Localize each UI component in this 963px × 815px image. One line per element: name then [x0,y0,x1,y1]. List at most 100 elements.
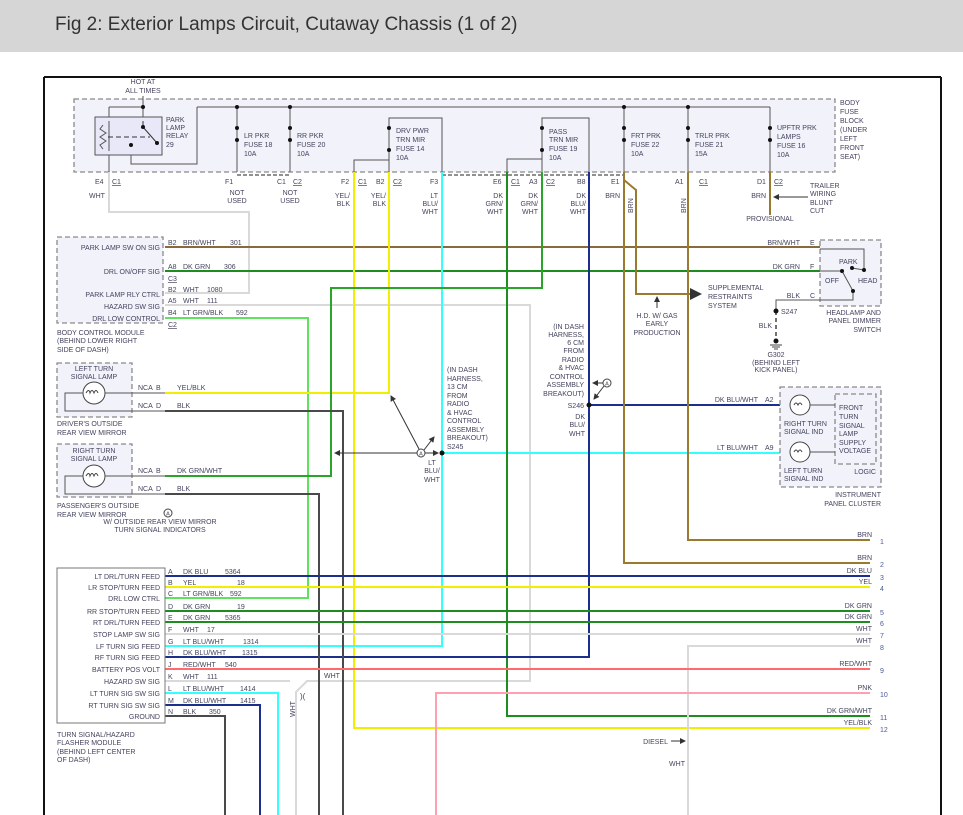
terminal-pin: A1 [675,179,684,186]
wire-color-label: DK [575,414,585,421]
wire-color-label: BLK [177,403,191,410]
continuation-number[interactable]: 5 [880,610,884,617]
flasher-wire: YEL [183,580,196,587]
wire-wht-1080 [108,172,250,294]
bcm-wire: WHT [183,287,200,294]
logic-box-label: VOLTAGE [839,448,871,455]
s246-note: HARNESS, [548,332,584,339]
wire-color-label: WHT [522,209,539,216]
flasher-wire: BLK [183,709,197,716]
splice-s246: (IN DASH HARNESS, 6 CM FROM RADIO & HVAC… [543,324,612,438]
fuse-upftr-prk: UPFTR PRK [777,125,817,132]
connector-label: NCA [138,385,153,392]
trailer-label: BLUNT [810,200,834,207]
fuse-pass: 10A [549,155,562,162]
continuation-number[interactable]: 1 [880,539,884,546]
s245-note: BREAKOUT) [447,435,488,442]
left-turn-indicator-icon [789,441,811,463]
continuation-number[interactable]: 4 [880,586,884,593]
continuation-number[interactable]: 9 [880,668,884,675]
terminal-pin: C1 [277,179,286,186]
wire-color-label: YEL/ [335,193,350,200]
flasher-pin: N [168,709,173,716]
logic-box-label: TURN [839,414,858,421]
flasher-pin-label: RT DRL/TURN FEED [93,620,160,627]
mirror-name: PASSENGER'S OUTSIDE [57,503,139,510]
flasher-circuit: 111 [207,674,218,681]
continuation-labels: BRN 1 BRN 2 DK BLU 3 YEL 4 DK GRN 5 DK GRN 6 WHT 7 WHT… [827,532,888,734]
flasher-pin: F [168,627,172,634]
diagram-frame [43,76,942,815]
s246-note: BREAKOUT) [543,391,584,398]
bcm-wire: DK GRN [183,264,210,271]
continuation-wire-label: BRN [857,532,872,539]
flasher-pin: J [168,662,172,669]
s245-note: RADIO [447,401,470,408]
bcm-pin: A5 [168,298,177,305]
flasher-wire: DK GRN [183,615,210,622]
continuation-number[interactable]: 7 [880,633,884,640]
wire-wht-8 [687,645,870,815]
option-note: TURN SIGNAL INDICATORS [114,527,206,534]
park-lamp-relay [94,116,163,156]
not-used-label: NOT [283,190,299,197]
fuse-frt-prk: FUSE 22 [631,142,660,149]
switch-position-park: PARK [839,259,858,266]
ground-id: G302 [767,352,784,359]
continuation-number[interactable]: 10 [880,692,888,699]
flasher-circuit: 540 [225,662,237,669]
drivers-outside-mirror: LEFT TURN SIGNAL LAMP NCA B YEL/BLK NCA … [56,362,206,437]
s245-note: (IN DASH [447,367,478,374]
trailer-label: TRAILER [810,183,840,190]
fuse-rr-pkr: RR PKR [297,133,323,140]
wire-color-label: BRN [628,198,635,213]
continuation-number[interactable]: 6 [880,621,884,628]
flasher-wire: DK BLU [183,569,208,576]
option-marker-text: A [419,452,423,458]
switch-name: SWITCH [853,327,881,334]
option-marker-text: A [166,512,170,518]
pin-label: D [156,486,161,493]
flasher-pin: A [168,569,173,576]
terminal-pin: F1 [225,179,233,186]
mirror-name: REAR VIEW MIRROR [57,430,127,437]
bcm-connector: C3 [168,276,177,283]
continuation-number[interactable]: 8 [880,645,884,652]
splice-s247: S247 [781,309,797,316]
bcm-name: SIDE OF DASH) [57,347,109,354]
flasher-circuit: 1415 [240,698,256,705]
flasher-pin-label: BATTERY POS VOLT [92,667,161,674]
fuse-drv-pwr: 10A [396,155,409,162]
continuation-number[interactable]: 11 [880,715,887,722]
wire-color-label: WHT [487,209,504,216]
wire-lt-blu-wht-f3 [165,172,443,647]
bcm-circuit: 301 [230,240,242,247]
wire-wht-111 [165,304,531,815]
wire-color-label: BLK [373,201,387,208]
fuse-pass: PASS [549,129,567,136]
fuse-trlr-prk: 15A [695,151,708,158]
flasher-pin: D [168,604,173,611]
continuation-wire-label: DK GRN/WHT [827,708,873,715]
s245-note: HARNESS, [447,376,483,383]
flasher-pin-label: LF TURN SIG FEED [96,644,160,651]
trailer-label: CUT [810,208,825,215]
flasher-wire: DK BLU/WHT [183,698,227,705]
pin-label: D [156,403,161,410]
continuation-number[interactable]: 12 [880,727,888,734]
wire-color-label: DK BLU/WHT [715,397,759,404]
switch-pin: F [810,264,814,271]
continuation-number[interactable]: 3 [880,575,884,582]
srs-label: SYSTEM [708,303,737,310]
flasher-circuit: 5365 [225,615,241,622]
srs-callout: SUPPLEMENTAL RESTRAINTS SYSTEM H.D. W/ G… [633,285,763,337]
ground-location: (BEHIND LEFT [752,360,801,367]
switch-position-head: HEAD [858,278,877,285]
wire-color-label: WHT [422,209,439,216]
instrument-panel-cluster: DK BLU/WHT A2 LT BLU/WHT A9 RIGHT TURN S… [715,386,882,508]
wire-color-label: BLU/ [424,468,440,475]
bcm-wire: LT GRN/BLK [183,310,224,317]
flasher-pin: C [168,591,173,598]
continuation-number[interactable]: 2 [880,562,884,569]
